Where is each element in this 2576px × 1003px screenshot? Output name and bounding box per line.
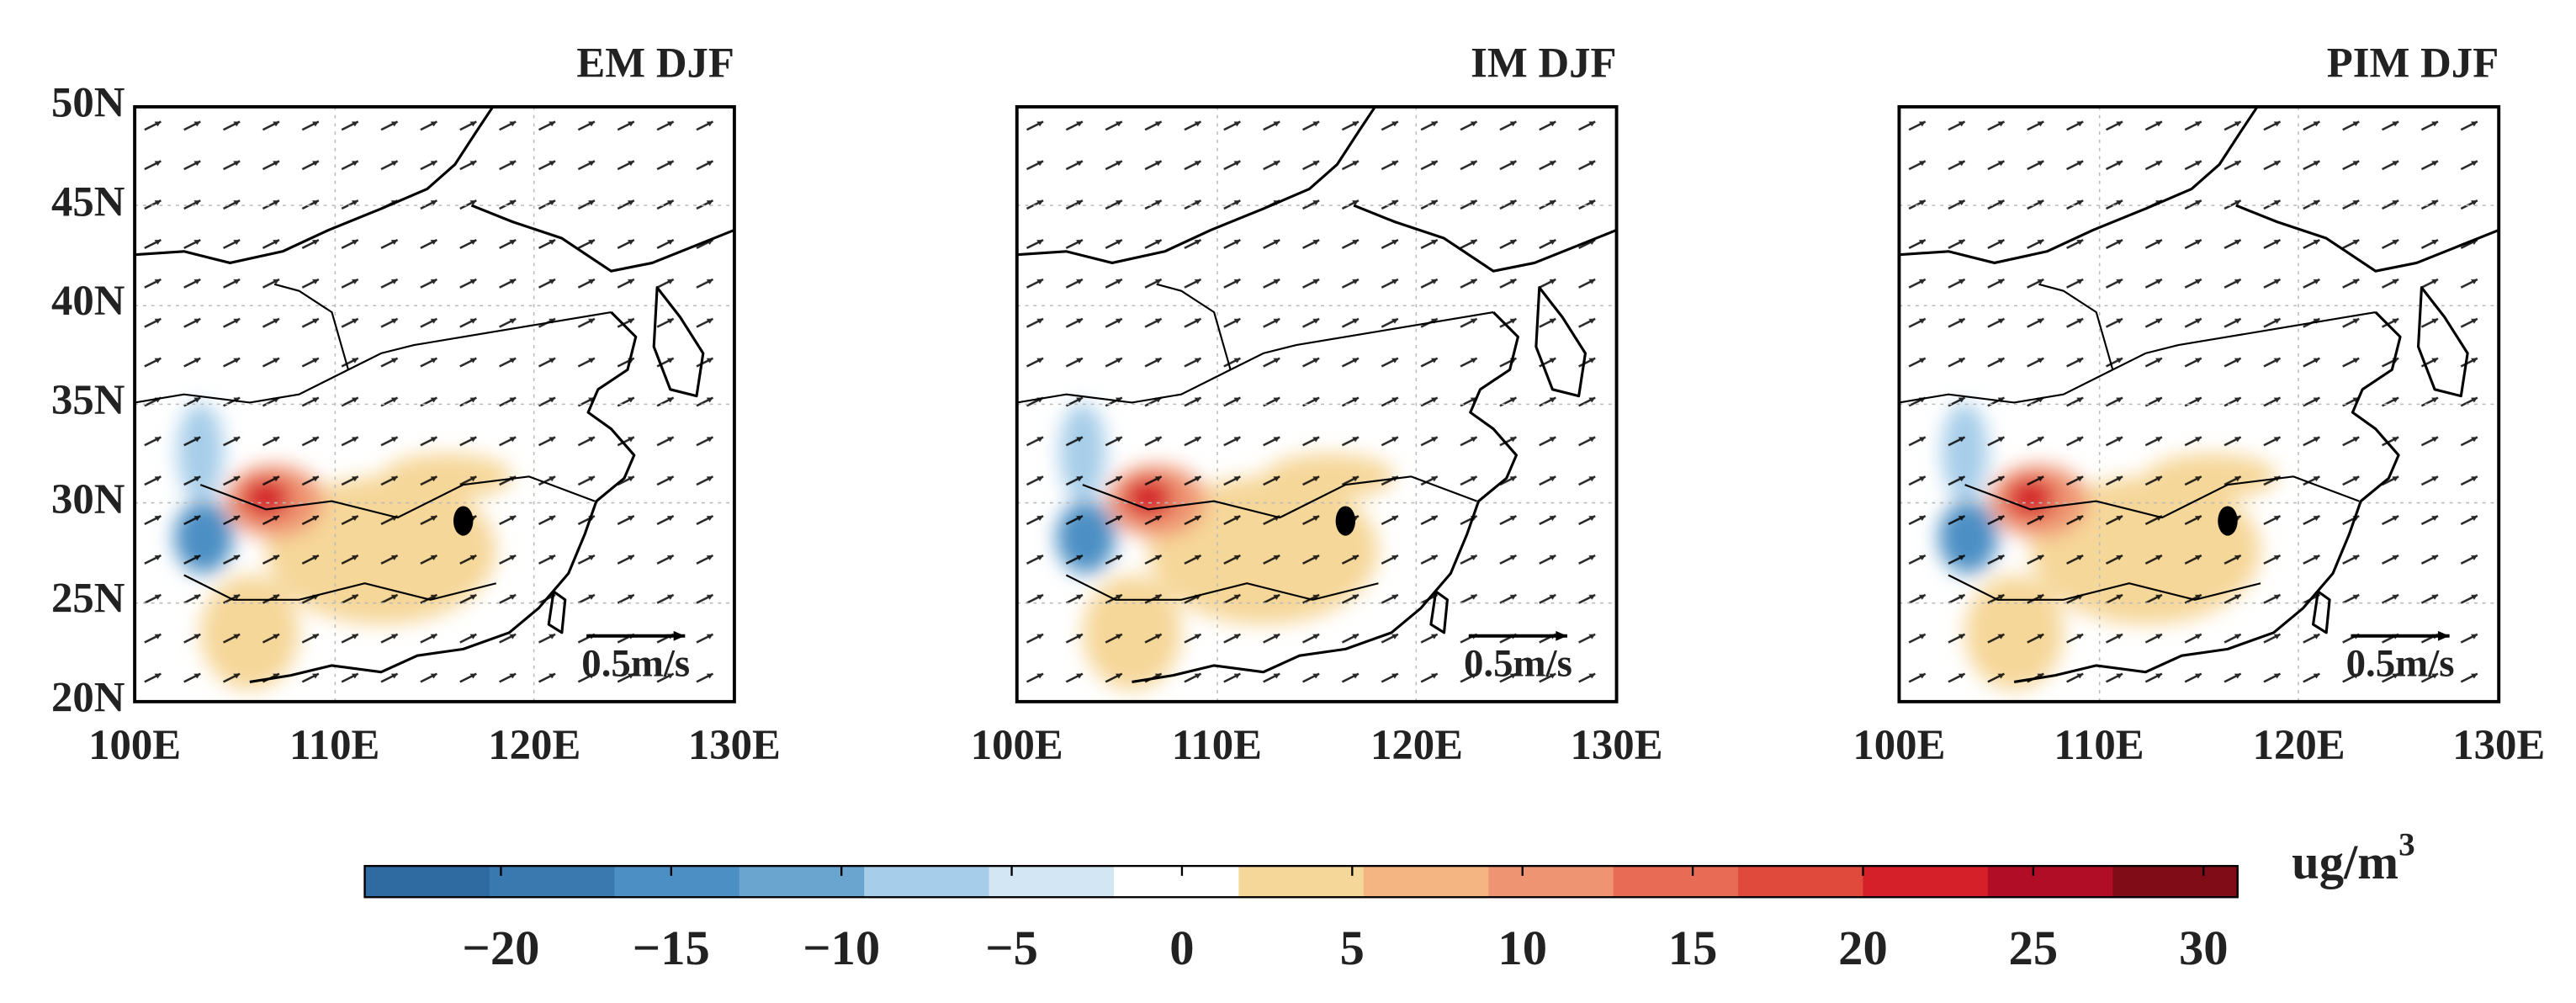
lon-label: 130E: [2452, 721, 2545, 768]
map-panel: PIM DJF 0.5m/s: [1897, 40, 2501, 703]
lon-label: 110E: [2054, 721, 2144, 768]
lon-label: 100E: [1852, 721, 1945, 768]
colorbar-tick-label: 0: [1169, 921, 1194, 975]
lat-label: 40N: [51, 277, 125, 324]
lat-label: 30N: [51, 475, 125, 523]
map: [135, 107, 734, 702]
lon-label: 120E: [2253, 721, 2345, 768]
lat-label: 45N: [51, 178, 125, 225]
colorbar-tick-label: 5: [1340, 921, 1365, 975]
colorbar-segment: [1863, 866, 1989, 898]
unit-superscript: 3: [2398, 827, 2415, 863]
colorbar-segment: [1238, 866, 1365, 898]
map: [1017, 107, 1617, 702]
colorbar-segment: [1488, 866, 1614, 898]
colorbar-segment: [614, 866, 740, 898]
lon-label: 100E: [971, 721, 1063, 768]
colorbar-segment: [864, 866, 990, 898]
reference-vector-label: 0.5m/s: [1464, 642, 1572, 686]
colorbar-tick-label: 20: [1838, 921, 1888, 975]
lon-label: 130E: [688, 721, 781, 768]
colorbar-segment: [1987, 866, 2114, 898]
reference-vector-label: 0.5m/s: [581, 642, 690, 686]
frame: [133, 104, 736, 703]
lon-label: 130E: [1571, 721, 1663, 768]
lon-label: 110E: [1172, 721, 1262, 768]
colorbar-tick-label: 30: [2179, 921, 2229, 975]
colorbar-segment: [989, 866, 1115, 898]
lat-label: 25N: [51, 575, 125, 622]
lat-label: 35N: [51, 376, 125, 423]
colorbar-tick-label: −5: [985, 921, 1038, 975]
colorbar-tick-label: 15: [1668, 921, 1718, 975]
panel-title: PIM DJF: [2327, 40, 2499, 87]
lat-label: 20N: [51, 674, 125, 721]
frame: [1015, 104, 1619, 703]
colorbar-segment: [1613, 866, 1740, 898]
colorbar-segment: [1363, 866, 1490, 898]
map-panel: EM DJF 0.5m/s: [133, 40, 736, 703]
lon-label: 120E: [1370, 721, 1463, 768]
colorbar-segment: [739, 866, 866, 898]
reference-vector-label: 0.5m/s: [2346, 642, 2455, 686]
colorbar-segment: [2112, 866, 2239, 898]
map-panel: IM DJF 0.5m/s: [1015, 40, 1619, 703]
colorbar-segment: [489, 866, 616, 898]
panel-title: EM DJF: [576, 40, 734, 87]
colorbar-unit: ug/m3: [2292, 827, 2414, 890]
panel-title: IM DJF: [1471, 40, 1616, 87]
colorbar-segment: [364, 866, 490, 898]
colorbar-segment: [1738, 866, 1864, 898]
colorbar-tick-label: 10: [1497, 921, 1547, 975]
map: [1899, 107, 2499, 702]
colorbar-frame: [363, 864, 2239, 899]
lon-label: 100E: [88, 721, 181, 768]
lat-label: 50N: [51, 79, 125, 126]
colorbar-tick-label: −10: [803, 921, 880, 975]
colorbar-tick-label: −20: [462, 921, 539, 975]
colorbar-segment: [1114, 866, 1240, 898]
lon-label: 110E: [289, 721, 379, 768]
frame: [1897, 104, 2501, 703]
unit: ug/m: [2292, 836, 2398, 890]
colorbar-tick-label: −15: [633, 921, 710, 975]
colorbar-tick-label: 25: [2009, 921, 2059, 975]
lon-label: 120E: [488, 721, 580, 768]
